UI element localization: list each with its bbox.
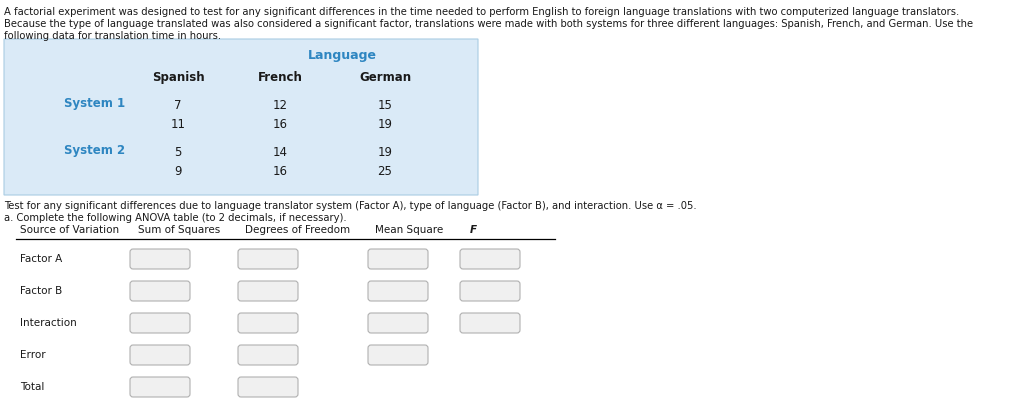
Text: Interaction: Interaction [20, 318, 77, 328]
FancyBboxPatch shape [238, 313, 298, 333]
Text: a. Complete the following ANOVA table (to 2 decimals, if necessary).: a. Complete the following ANOVA table (t… [4, 213, 347, 223]
Text: Spanish: Spanish [152, 71, 205, 84]
Text: 9: 9 [174, 165, 181, 178]
Text: Test for any significant differences due to language translator system (Factor A: Test for any significant differences due… [4, 201, 696, 211]
FancyBboxPatch shape [460, 249, 520, 269]
FancyBboxPatch shape [460, 313, 520, 333]
Text: 11: 11 [171, 118, 185, 131]
FancyBboxPatch shape [238, 345, 298, 365]
Text: following data for translation time in hours.: following data for translation time in h… [4, 31, 221, 41]
Text: Source of Variation: Source of Variation [20, 225, 119, 235]
Text: Error: Error [20, 350, 46, 360]
Text: 16: 16 [272, 165, 288, 178]
Text: 19: 19 [378, 146, 392, 159]
Text: Factor A: Factor A [20, 254, 62, 264]
Text: Sum of Squares: Sum of Squares [138, 225, 220, 235]
FancyBboxPatch shape [368, 313, 428, 333]
Text: Mean Square: Mean Square [375, 225, 443, 235]
Text: Language: Language [308, 49, 377, 62]
Text: French: French [258, 71, 302, 84]
Text: 14: 14 [272, 146, 288, 159]
Text: 19: 19 [378, 118, 392, 131]
Text: 16: 16 [272, 118, 288, 131]
Text: Total: Total [20, 382, 44, 392]
Text: 7: 7 [174, 99, 181, 112]
FancyBboxPatch shape [4, 39, 478, 195]
FancyBboxPatch shape [130, 345, 190, 365]
FancyBboxPatch shape [130, 249, 190, 269]
Text: Because the type of language translated was also considered a significant factor: Because the type of language translated … [4, 19, 973, 29]
Text: German: German [359, 71, 411, 84]
FancyBboxPatch shape [368, 249, 428, 269]
Text: 5: 5 [174, 146, 181, 159]
Text: F: F [470, 225, 477, 235]
Text: System 1: System 1 [65, 97, 126, 110]
FancyBboxPatch shape [238, 249, 298, 269]
Text: System 2: System 2 [65, 144, 126, 157]
Text: 15: 15 [378, 99, 392, 112]
Text: 12: 12 [272, 99, 288, 112]
Text: 25: 25 [378, 165, 392, 178]
Text: Factor B: Factor B [20, 286, 62, 296]
FancyBboxPatch shape [368, 345, 428, 365]
FancyBboxPatch shape [368, 281, 428, 301]
FancyBboxPatch shape [130, 281, 190, 301]
FancyBboxPatch shape [130, 377, 190, 397]
FancyBboxPatch shape [130, 313, 190, 333]
FancyBboxPatch shape [238, 281, 298, 301]
FancyBboxPatch shape [460, 281, 520, 301]
Text: A factorial experiment was designed to test for any significant differences in t: A factorial experiment was designed to t… [4, 7, 959, 17]
FancyBboxPatch shape [238, 377, 298, 397]
Text: Degrees of Freedom: Degrees of Freedom [245, 225, 350, 235]
